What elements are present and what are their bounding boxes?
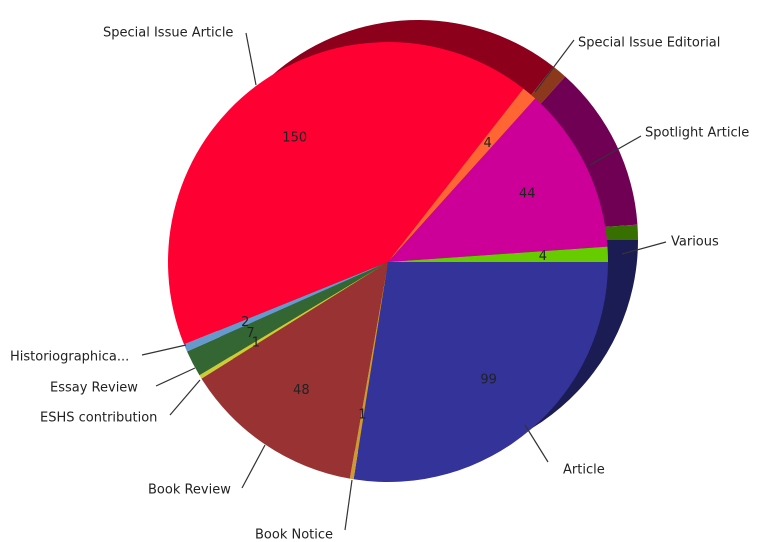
leader-line [241, 444, 266, 489]
slice [184, 262, 388, 352]
slice [201, 262, 388, 479]
slice [388, 98, 608, 262]
value-label: 4 [539, 249, 547, 264]
category-label: Book Review [148, 483, 231, 498]
leader-line [141, 344, 187, 356]
slice [199, 262, 388, 379]
value-label: 7 [246, 326, 254, 341]
slice [349, 262, 388, 480]
category-label: Various [671, 235, 719, 250]
value-label: 1 [252, 335, 260, 350]
slice [353, 262, 608, 482]
value-label: 99 [480, 372, 497, 387]
slice [167, 42, 524, 345]
category-label: Special Issue Article [103, 26, 233, 41]
slice [388, 88, 536, 262]
leader-line [589, 135, 642, 166]
leader-line [534, 39, 575, 93]
value-label: 4 [483, 136, 491, 151]
category-label: Book Notice [255, 528, 333, 542]
leader-line [155, 367, 196, 387]
leader-line [621, 241, 667, 255]
category-label: Spotlight Article [645, 126, 749, 141]
value-label: 150 [282, 131, 307, 146]
category-label: Special Issue Editorial [578, 36, 720, 51]
value-label: 44 [519, 187, 536, 202]
category-label: Essay Review [50, 381, 138, 396]
slice [388, 246, 608, 262]
slice [187, 262, 388, 376]
value-label: 1 [358, 407, 366, 422]
category-label: Historiographica... [10, 350, 129, 365]
category-label: ESHS contribution [40, 411, 157, 426]
leader-line [245, 32, 257, 86]
leader-line [169, 379, 201, 416]
leader-line [524, 424, 549, 463]
leader-line [344, 479, 353, 531]
category-label: Article [563, 463, 605, 478]
value-label: 2 [241, 315, 249, 330]
value-label: 48 [293, 383, 310, 398]
